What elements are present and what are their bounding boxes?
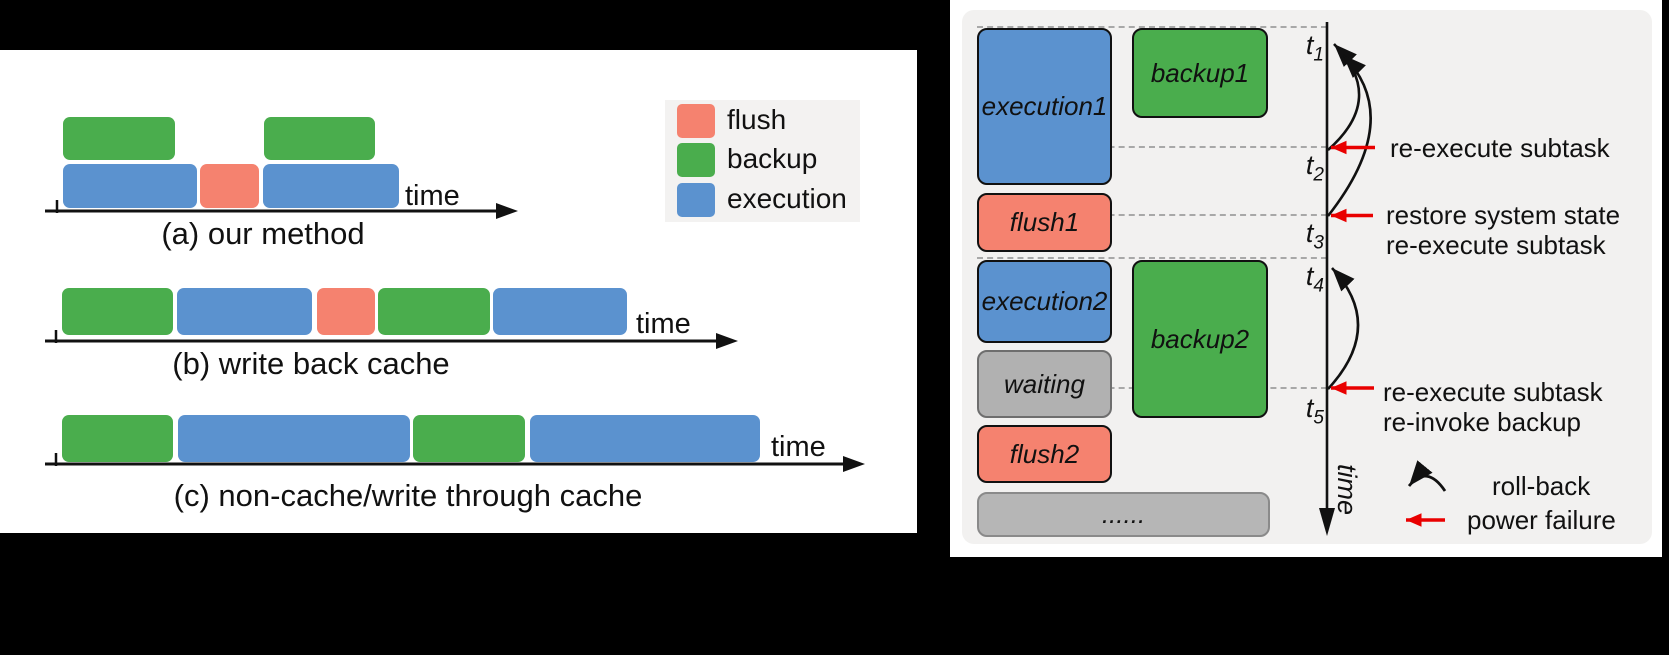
row-a-caption: (a) our method [161,216,365,251]
time-axis-label: time [1332,464,1362,516]
timeline-segment-execution [177,288,312,335]
execution-swatch-icon [677,183,715,217]
backup1-block: backup1 [1132,28,1268,118]
row-b-time-label: time [636,308,691,340]
timeline-segment-flush [200,164,259,208]
waiting-block: waiting [977,350,1112,418]
annotation-t2: re-execute subtask [1390,133,1610,163]
timeline-segment-execution [63,164,197,208]
t1-base: t [1305,30,1314,60]
legend-label-flush: flush [727,104,787,135]
dashed-line-t1 [977,26,1327,28]
execution1-block: execution1 [977,28,1112,185]
continuation-block: ...... [977,492,1270,537]
right-edge-sliver [1666,0,1669,557]
t5-base: t [1305,393,1314,423]
timeline-segment-flush [317,288,375,335]
tick-label-t5: t5 [1280,393,1324,429]
annotation-t3: restore system state re-execute subtask [1386,200,1620,260]
timeline-segment-backup [62,288,173,335]
t1-sub: 1 [1313,44,1324,66]
dashed-line-t3 [977,214,1327,216]
legend-label-backup: backup [727,143,818,174]
timeline-segment-execution [530,415,760,462]
t4-sub: 4 [1313,275,1324,297]
t4-base: t [1305,261,1314,291]
timeline-comparison-panel: time (a) our method time (b) write back … [0,50,917,533]
flush-swatch-icon [677,104,715,138]
annotation-t3-line2: re-execute subtask [1386,230,1606,260]
flush2-block: flush2 [977,425,1112,483]
backup2-block: backup2 [1132,260,1268,418]
timeline-segment-execution [263,164,399,208]
tick-label-t2: t2 [1280,150,1324,186]
tick-label-t4: t4 [1280,261,1324,297]
timeline-segment-backup [413,415,525,462]
timeline-segment-backup [62,415,173,462]
row-a-backup-track [0,117,917,160]
power-failure-legend-label: power failure [1467,505,1616,535]
t2-sub: 2 [1313,164,1324,186]
row-c-time-label: time [771,431,826,463]
row-a-execution-track [0,164,917,208]
t2-base: t [1305,150,1314,180]
annotation-t5-line2: re-invoke backup [1383,407,1581,437]
annotation-t3-line1: restore system state [1386,200,1621,230]
legend-label-execution: execution [727,183,847,214]
row-c-caption: (c) non-cache/write through cache [173,478,643,513]
t3-base: t [1305,218,1314,248]
timeline-segment-backup [378,288,490,335]
backup-swatch-icon [677,143,715,177]
annotation-t2-line1: re-execute subtask [1390,133,1610,163]
timeline-segment-execution [178,415,410,462]
annotation-t5-line1: re-execute subtask [1383,377,1603,407]
dashed-line-t2 [977,146,1327,148]
row-c-track [0,415,917,462]
rollback-scheme-panel: execution1 backup1 flush1 execution2 bac… [950,0,1662,557]
legend-box: flush backup execution [665,100,860,222]
timeline-segment-backup [264,117,375,160]
timeline-segment-execution [493,288,627,335]
row-a-time-label: time [405,180,460,212]
t3-sub: 3 [1313,232,1324,254]
timeline-segment-backup [63,117,175,160]
row-b-caption: (b) write back cache [172,346,450,381]
row-b-track [0,288,917,335]
execution2-block: execution2 [977,260,1112,343]
annotation-t5: re-execute subtask re-invoke backup [1383,377,1603,437]
tick-label-t1: t1 [1280,30,1324,66]
t5-sub: 5 [1313,407,1324,429]
tick-label-t3: t3 [1280,218,1324,254]
axis-b-arrowhead-icon [716,333,738,349]
dashed-line-t4 [977,257,1327,259]
roll-back-legend-label: roll-back [1492,471,1591,501]
flush1-block: flush1 [977,193,1112,252]
